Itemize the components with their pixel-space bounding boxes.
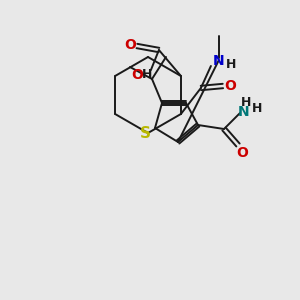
Text: H: H (252, 103, 262, 116)
Text: N: N (238, 105, 250, 119)
Text: O: O (224, 79, 236, 93)
Text: O: O (131, 68, 143, 82)
Text: H: H (241, 97, 251, 110)
Text: S: S (140, 125, 151, 140)
Text: O: O (236, 146, 248, 160)
Text: O: O (124, 38, 136, 52)
Text: N: N (213, 54, 225, 68)
Text: H: H (142, 68, 152, 82)
Text: H: H (226, 58, 236, 70)
